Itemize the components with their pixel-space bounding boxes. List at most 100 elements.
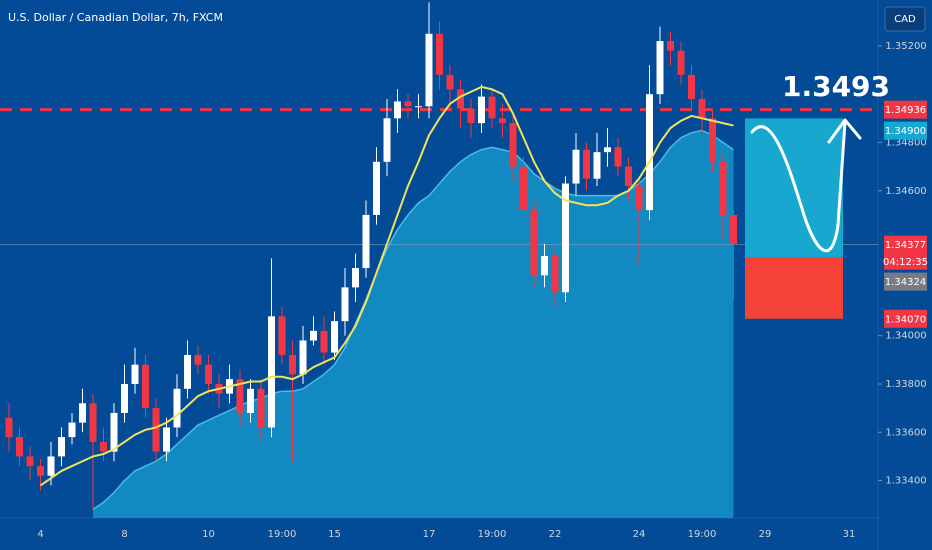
annotation: 1.3493 — [782, 70, 890, 103]
candle-body — [467, 108, 475, 124]
candle-body — [677, 50, 685, 75]
candle-body — [79, 403, 86, 423]
x-tick-label: 29 — [759, 529, 772, 540]
candle-body — [719, 161, 727, 215]
candle-body — [121, 383, 128, 413]
candle-body — [194, 354, 202, 365]
candle-body — [100, 441, 107, 452]
x-tick-label: 31 — [843, 529, 856, 540]
candle-body — [436, 33, 443, 75]
candle-body — [667, 41, 674, 51]
candle-body — [163, 427, 170, 452]
moving-average — [39, 85, 734, 487]
candle-body — [257, 388, 265, 428]
candle-body — [16, 437, 23, 457]
candle-body — [289, 354, 296, 375]
candle-body — [646, 94, 653, 211]
price-label: 1.34936 — [885, 105, 926, 116]
price-label-box — [884, 272, 927, 291]
candle-body — [551, 255, 559, 293]
candle-body — [593, 152, 601, 179]
candle-body — [688, 74, 695, 100]
candle-body — [247, 388, 254, 413]
stop-zone — [745, 257, 843, 319]
y-tick-label: 1.34000 — [885, 331, 926, 342]
candle-body — [320, 330, 328, 353]
x-tick-label: 19:00 — [478, 529, 507, 540]
candle-body — [310, 330, 317, 341]
chart-title: U.S. Dollar / Canadian Dollar, 7h, FXCM — [8, 11, 223, 24]
candle-body — [562, 183, 569, 293]
candle-body — [37, 466, 44, 476]
candle-body — [362, 214, 370, 269]
price-label-box — [884, 235, 927, 254]
candle-body — [184, 354, 191, 389]
candle-body — [541, 255, 548, 276]
candle-body — [205, 364, 212, 384]
candle-body — [110, 412, 118, 452]
candle-body — [278, 316, 286, 355]
y-tick-label: 1.34600 — [885, 186, 926, 197]
candle-body — [520, 166, 527, 211]
y-tick-label: 1.34800 — [885, 137, 926, 148]
candle-body — [604, 147, 611, 153]
candle-body — [425, 33, 433, 107]
candle-body — [394, 101, 401, 119]
candle-body — [614, 147, 622, 167]
countdown-box — [884, 253, 927, 270]
candle-body — [142, 364, 149, 409]
x-tick-label: 10 — [202, 529, 215, 540]
candle-body — [268, 316, 275, 428]
candle-body — [583, 149, 590, 179]
x-tick-label: 19:00 — [268, 529, 297, 540]
x-tick-label: 15 — [328, 529, 341, 540]
candle-body — [730, 214, 737, 244]
candle-body — [152, 408, 160, 452]
candle-body — [173, 388, 181, 428]
x-tick-label: 24 — [633, 529, 646, 540]
candle-body — [457, 89, 464, 109]
candle-body — [698, 99, 706, 119]
x-tick-label: 8 — [121, 529, 127, 540]
candle-body — [499, 118, 506, 124]
candle-body — [352, 268, 359, 288]
price-label-box — [884, 100, 927, 119]
candle-body — [478, 96, 485, 124]
x-tick-label: 19:00 — [688, 529, 717, 540]
candle-body — [415, 106, 422, 108]
currency[interactable]: CAD — [894, 14, 916, 25]
plot — [0, 2, 878, 519]
candle-body — [58, 437, 65, 457]
currency-box[interactable] — [884, 6, 926, 32]
candle-body — [5, 417, 13, 438]
x-tick-label: 4 — [37, 529, 43, 540]
candle-body — [89, 403, 97, 442]
candle-body — [131, 364, 139, 384]
y-tick-label: 1.35200 — [885, 41, 926, 52]
y-tick-label: 1.33400 — [885, 476, 926, 487]
candle-body — [331, 321, 338, 353]
candle-body — [341, 287, 349, 322]
price-label-box — [884, 121, 927, 140]
price-label: 1.34324 — [885, 277, 926, 288]
candle-body — [509, 123, 517, 167]
price-label-box — [884, 309, 927, 328]
candle-body — [709, 118, 716, 162]
price-label: 1.34900 — [885, 126, 926, 137]
x-tick-label: 17 — [423, 529, 436, 540]
candle-body — [530, 210, 538, 276]
candle-body — [299, 340, 307, 375]
price-label: 1.34070 — [885, 314, 926, 325]
candle-body — [488, 96, 496, 119]
candle-body — [26, 456, 34, 467]
drawn-arrow — [750, 118, 862, 253]
candle-body — [625, 166, 632, 186]
countdown: 04:12:35 — [883, 257, 928, 268]
candle-body — [446, 74, 454, 90]
x-tick-label: 22 — [549, 529, 562, 540]
candle-body — [47, 456, 55, 476]
y-tick-label: 1.33600 — [885, 427, 926, 438]
candle-body — [572, 149, 580, 184]
